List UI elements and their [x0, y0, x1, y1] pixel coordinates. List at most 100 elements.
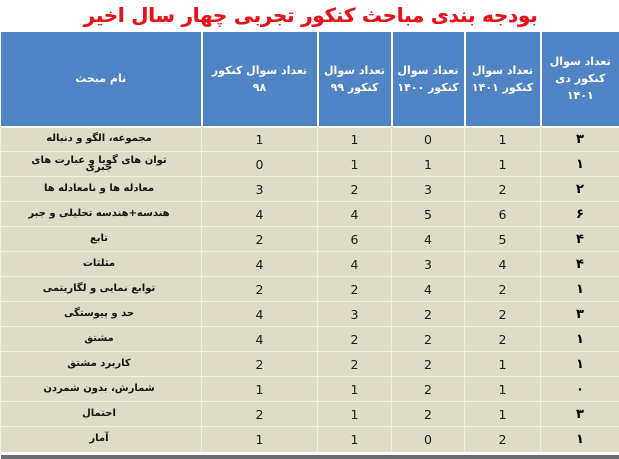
cell-k1401: 2 [464, 302, 540, 327]
cell-kdey1401: ۴ [540, 252, 619, 277]
cell-k98: 0 [201, 152, 317, 177]
cell-kdey1401: ۴ [540, 227, 619, 252]
cell-k1401: 5 [464, 227, 540, 252]
cell-topic: معادله ها و نامعادله ها [0, 177, 201, 202]
cell-kdey1401: ۱ [540, 352, 619, 377]
table-row: ۰ 1 2 1 1 شمارش، بدون شمردن [0, 377, 619, 402]
cell-k99: 2 [317, 352, 391, 377]
table-row: ۱ 2 0 1 1 آمار [0, 427, 619, 452]
cell-k1401: 1 [464, 152, 540, 177]
cell-topic: هندسه+هندسه تحلیلی و جبر [0, 202, 201, 227]
cell-k98: 1 [201, 377, 317, 402]
cell-k98: 2 [201, 227, 317, 252]
column-header-k99: تعداد سوال کنکور ۹۹ [317, 32, 391, 127]
cell-k1401: 1 [464, 352, 540, 377]
column-header-topic: نام مبحث [0, 32, 201, 127]
cell-k99: 1 [317, 127, 391, 152]
cell-k1401: 2 [464, 427, 540, 452]
table-row: ۱ 1 2 2 2 کاربرد مشتق [0, 352, 619, 377]
table-row: ۳ 2 2 3 4 حد و پیوستگی [0, 302, 619, 327]
cell-k98: 1 [201, 427, 317, 452]
table-row: ۴ 5 4 6 2 تابع [0, 227, 619, 252]
cell-k99: 2 [317, 277, 391, 302]
cell-kdey1401: ۱ [540, 427, 619, 452]
cell-k98: 3 [201, 177, 317, 202]
cell-kdey1401: ۲ [540, 177, 619, 202]
cell-topic: آمار [0, 427, 201, 452]
cell-topic: توابع نمایی و لگاریتمی [0, 277, 201, 302]
cell-topic: مشتق [0, 327, 201, 352]
column-header-k98: تعداد سوال کنکور ۹۸ [201, 32, 317, 127]
cell-k1400: 2 [391, 402, 464, 427]
cell-k1401: 1 [464, 402, 540, 427]
cell-k1400: 5 [391, 202, 464, 227]
cell-k1400: 3 [391, 252, 464, 277]
header-row: تعداد سوال کنکور دی ۱۴۰۱ تعداد سوال کنکو… [0, 32, 619, 127]
column-header-kdey1401: تعداد سوال کنکور دی ۱۴۰۱ [540, 32, 619, 127]
cell-topic: حد و پیوستگی [0, 302, 201, 327]
cell-kdey1401: ۳ [540, 402, 619, 427]
cell-topic: احتمال [0, 402, 201, 427]
cell-k99: 1 [317, 427, 391, 452]
table-row: ۲ 2 3 2 3 معادله ها و نامعادله ها [0, 177, 619, 202]
cell-k98: 4 [201, 202, 317, 227]
table-row: ۶ 6 5 4 4 هندسه+هندسه تحلیلی و جبر [0, 202, 619, 227]
cell-k99: 2 [317, 177, 391, 202]
cell-k99: 1 [317, 377, 391, 402]
title-bar: بودجه بندی مباحث کنکور تجربی چهار سال اخ… [0, 0, 619, 31]
cell-topic: مثلثات [0, 252, 201, 277]
cell-k1400: 3 [391, 177, 464, 202]
table-row: ۳ 1 0 1 1 مجموعه، الگو و دنباله [0, 127, 619, 152]
cell-k1401: 2 [464, 327, 540, 352]
cell-kdey1401: ۱ [540, 327, 619, 352]
cell-k99: 3 [317, 302, 391, 327]
cell-topic: تابع [0, 227, 201, 252]
cell-k98: 1 [201, 127, 317, 152]
cell-k99: 1 [317, 152, 391, 177]
table-body: ۳ 1 0 1 1 مجموعه، الگو و دنباله ۱ 1 1 1 0 توان های … [0, 127, 619, 452]
cell-k1400: 2 [391, 327, 464, 352]
column-header-k1401: تعداد سوال کنکور ۱۴۰۱ [464, 32, 540, 127]
cell-k98: 4 [201, 327, 317, 352]
cell-k98: 4 [201, 252, 317, 277]
cell-kdey1401: ۶ [540, 202, 619, 227]
cell-k98: 2 [201, 277, 317, 302]
cell-kdey1401: ۱ [540, 277, 619, 302]
cell-k98: 4 [201, 302, 317, 327]
cell-topic: توان های گویا و عبارت های جبری [0, 152, 201, 177]
cell-k1400: 4 [391, 277, 464, 302]
cell-k98: 2 [201, 402, 317, 427]
table-row: ۳ 1 2 1 2 احتمال [0, 402, 619, 427]
budget-table: تعداد سوال کنکور دی ۱۴۰۱ تعداد سوال کنکو… [0, 31, 619, 452]
table-row: ۱ 2 2 2 4 مشتق [0, 327, 619, 352]
cell-k1400: 2 [391, 377, 464, 402]
cell-k98: 2 [201, 352, 317, 377]
cell-k1401: 1 [464, 127, 540, 152]
page-root: بودجه بندی مباحث کنکور تجربی چهار سال اخ… [0, 0, 619, 459]
cell-k1401: 1 [464, 377, 540, 402]
cell-k99: 4 [317, 252, 391, 277]
cell-k99: 1 [317, 402, 391, 427]
page-title: بودجه بندی مباحث کنکور تجربی چهار سال اخ… [83, 4, 537, 27]
cell-k1400: 0 [391, 127, 464, 152]
cell-k99: 4 [317, 202, 391, 227]
table-row: ۴ 4 3 4 4 مثلثات [0, 252, 619, 277]
cell-k1401: 2 [464, 277, 540, 302]
cell-topic: شمارش، بدون شمردن [0, 377, 201, 402]
cell-kdey1401: ۳ [540, 127, 619, 152]
cell-topic: کاربرد مشتق [0, 352, 201, 377]
cell-k99: 6 [317, 227, 391, 252]
table-header: تعداد سوال کنکور دی ۱۴۰۱ تعداد سوال کنکو… [0, 32, 619, 127]
cell-kdey1401: ۳ [540, 302, 619, 327]
cell-k1401: 6 [464, 202, 540, 227]
table-row: ۱ 1 1 1 0 توان های گویا و عبارت های جبری [0, 152, 619, 177]
bottom-rule [0, 455, 619, 459]
cell-k1400: 0 [391, 427, 464, 452]
cell-k1400: 2 [391, 352, 464, 377]
cell-k1401: 2 [464, 177, 540, 202]
table-row: ۱ 2 4 2 2 توابع نمایی و لگاریتمی [0, 277, 619, 302]
cell-k1400: 2 [391, 302, 464, 327]
cell-k1400: 1 [391, 152, 464, 177]
cell-k99: 2 [317, 327, 391, 352]
cell-k1400: 4 [391, 227, 464, 252]
